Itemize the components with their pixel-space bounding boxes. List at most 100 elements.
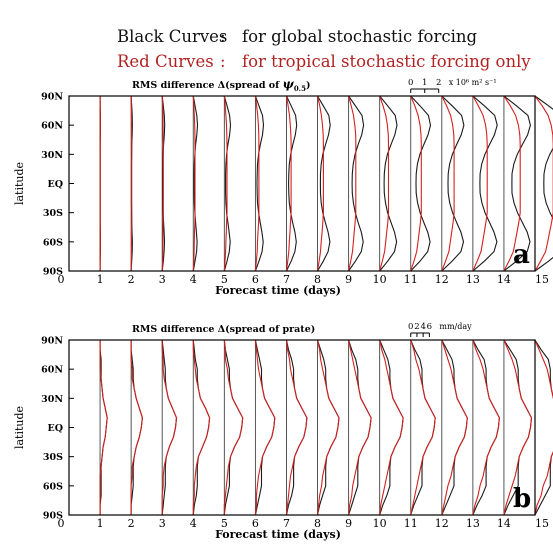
chart-title-suffix: )	[306, 80, 311, 91]
red-curve-day-14	[503, 339, 533, 516]
x-tick-label: 14	[497, 517, 511, 530]
panel-label: b	[513, 484, 531, 514]
legend-red-separator: :	[219, 52, 226, 71]
red-curve-day-8	[316, 339, 340, 516]
y-tick-label: 60S	[43, 237, 63, 248]
red-curve-day-3	[161, 95, 164, 272]
x-tick-label: 5	[221, 273, 228, 286]
black-curve-day-6	[254, 95, 265, 272]
red-curve-day-4	[192, 340, 211, 515]
scale-bar-tick-label: 0	[408, 78, 413, 88]
black-curve-day-12	[441, 339, 468, 516]
legend-red-description: for tropical stochastic forcing only	[241, 52, 531, 71]
red-curve-day-13	[472, 95, 488, 272]
black-curve-day-13	[472, 95, 498, 272]
red-curve-day-13	[472, 339, 500, 516]
x-axis-label: Forecast time (days)	[215, 284, 341, 297]
legend-black-separator: :	[219, 27, 226, 46]
x-tick-label: 12	[435, 273, 449, 286]
y-tick-label: 90S	[43, 511, 63, 522]
y-tick-label: 60S	[43, 481, 63, 492]
red-curve-day-15	[534, 339, 553, 516]
x-tick-label: 11	[404, 517, 418, 530]
y-tick-label: 30S	[43, 208, 63, 219]
red-curve-day-9	[348, 95, 357, 272]
scale-bar-tick-label: 2	[436, 78, 441, 88]
x-tick-label: 2	[128, 273, 135, 286]
legend-red-curves: Red Curves: for tropical stochastic forci…	[96, 33, 531, 90]
figure-legend: Black Curves: for global stochastic forci…	[0, 0, 553, 71]
red-curve-day-2	[130, 95, 133, 272]
x-tick-label: 12	[435, 517, 449, 530]
y-tick-label: 90N	[41, 336, 63, 347]
red-curve-day-12	[441, 95, 455, 272]
panel-label: a	[513, 240, 530, 270]
x-tick-label: 1	[97, 517, 104, 530]
chart-title: RMS difference Δ(spread of prate)	[132, 324, 315, 335]
legend-red-name: Red Curves	[116, 52, 214, 71]
red-curve-day-9	[348, 339, 372, 516]
black-curve-day-5	[223, 95, 232, 272]
y-tick-label: 90S	[43, 267, 63, 278]
x-tick-label: 4	[190, 517, 197, 530]
y-tick-label: 30N	[41, 394, 63, 405]
plot-frame	[68, 95, 536, 272]
red-curve-day-7	[285, 339, 308, 516]
black-curve-day-15	[534, 339, 553, 516]
red-curve-day-3	[161, 340, 178, 515]
y-tick-label: EQ	[47, 179, 63, 190]
x-tick-label: 0	[58, 517, 65, 530]
x-tick-label: 9	[345, 273, 352, 286]
x-tick-label: 6	[252, 273, 259, 286]
x-tick-label: 9	[345, 517, 352, 530]
scale-bar-tick-label: 1	[422, 78, 427, 88]
chart-title-text: RMS difference Δ(spread of	[132, 80, 283, 91]
x-tick-label: 11	[404, 273, 418, 286]
black-curve-day-10	[379, 95, 398, 272]
x-tick-label: 7	[283, 273, 290, 286]
black-curve-day-4	[192, 339, 211, 516]
red-curve-day-10	[379, 339, 404, 516]
scale-bar-unit: mm/day	[439, 322, 472, 331]
black-curve-day-7	[286, 95, 298, 272]
red-curve-day-5	[223, 95, 228, 272]
red-curve-day-4	[192, 95, 196, 272]
red-curve-day-5	[223, 339, 244, 515]
x-tick-label: 6	[252, 517, 259, 530]
legend-black-name: Black Curves	[116, 27, 228, 46]
scale-bar-tick-label: 2	[414, 322, 419, 332]
black-curve-day-11	[410, 95, 432, 272]
x-tick-label: 10	[373, 273, 387, 286]
red-curve-day-12	[441, 339, 468, 516]
x-tick-label: 8	[314, 517, 321, 530]
black-curve-day-2	[130, 340, 143, 515]
black-curve-day-4	[192, 95, 199, 272]
y-tick-label: 60N	[41, 121, 63, 132]
x-tick-label: 3	[159, 517, 166, 530]
red-curve-day-2	[130, 340, 143, 515]
x-tick-label: 3	[159, 273, 166, 286]
y-tick-label: 60N	[41, 365, 63, 376]
black-curve-day-8	[317, 95, 331, 272]
y-axis-label: latitude	[13, 162, 26, 205]
x-tick-label: 15	[535, 273, 549, 286]
y-axis-label: latitude	[13, 406, 26, 449]
x-tick-label: 5	[221, 517, 228, 530]
red-curve-day-14	[503, 95, 521, 272]
scale-bar-tick-label: 0	[408, 322, 413, 332]
plot-frame	[68, 339, 536, 516]
legend-black-curves: Black Curves: for global stochastic forci…	[96, 8, 477, 65]
scale-bar-tick-label: 6	[427, 322, 432, 332]
red-curve-day-7	[285, 95, 292, 272]
x-tick-label: 1	[97, 273, 104, 286]
black-curve-day-13	[472, 339, 500, 516]
black-curve-day-3	[161, 339, 178, 516]
black-curve-day-14	[503, 95, 531, 272]
red-curve-day-1	[99, 340, 108, 515]
black-curve-day-15	[534, 95, 553, 272]
y-tick-label: 90N	[41, 92, 63, 103]
red-curve-day-10	[379, 95, 390, 272]
y-tick-label: EQ	[47, 423, 63, 434]
chart-title-symbol: ψ	[283, 77, 295, 91]
